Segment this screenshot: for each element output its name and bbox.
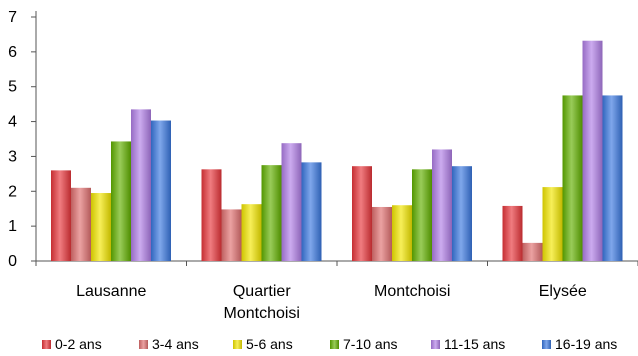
bar	[301, 162, 322, 261]
legend-item: 16-19 ans	[542, 334, 617, 354]
legend-item: 11-15 ans	[431, 334, 505, 354]
legend-label: 5-6 ans	[246, 336, 293, 352]
legend-item: 7-10 ans	[330, 334, 397, 354]
x-tick-label: Quartier Montchoisi	[224, 283, 300, 322]
bar	[352, 166, 372, 261]
legend-swatch	[233, 339, 242, 349]
bar	[562, 95, 583, 261]
legend-label: 16-19 ans	[555, 336, 618, 352]
legend-swatch	[42, 339, 51, 349]
y-tick-label: 0	[8, 253, 17, 270]
bar	[372, 206, 392, 261]
y-tick-label: 2	[8, 183, 17, 200]
legend-swatch	[542, 339, 551, 349]
tick-labels: 0 1 2 3 4 5 6 7 Lausanne Quartier Montchoisi Montch…	[8, 9, 587, 322]
bar	[522, 242, 543, 261]
bar	[582, 40, 603, 262]
bar	[432, 149, 452, 261]
bar	[602, 95, 623, 261]
bar	[412, 169, 432, 261]
bar	[71, 187, 91, 261]
bar	[131, 109, 151, 261]
legend-label: 0-2 ans	[55, 336, 102, 352]
bar	[221, 209, 242, 261]
legend: 0-2 ans 3-4 ans 5-6 ans 7-10 ans 11-15 ans 16…	[0, 334, 638, 354]
x-tick-label: Elysée	[539, 283, 587, 300]
bar	[241, 204, 262, 261]
bar	[542, 187, 563, 261]
bar	[502, 205, 523, 261]
legend-item: 5-6 ans	[233, 334, 293, 354]
legend-swatch	[431, 339, 440, 349]
y-tick-label: 3	[8, 148, 17, 165]
legend-label: 11-15 ans	[444, 336, 506, 352]
y-tick-label: 6	[8, 44, 17, 61]
bar	[392, 205, 412, 261]
x-tick-label: Montchoisi	[374, 283, 450, 300]
bar	[201, 169, 222, 261]
y-tick-label: 4	[8, 114, 17, 131]
bar	[51, 170, 71, 261]
legend-label: 3-4 ans	[152, 336, 199, 352]
y-tick-label: 7	[8, 9, 17, 26]
legend-swatch	[330, 339, 339, 349]
legend-label: 7-10 ans	[343, 336, 398, 352]
bar	[261, 165, 282, 261]
legend-swatch	[139, 339, 148, 349]
bar	[151, 120, 171, 261]
y-tick-label: 1	[8, 218, 17, 235]
bar	[111, 141, 131, 261]
legend-item: 3-4 ans	[139, 334, 199, 354]
bar	[452, 166, 472, 261]
legend-item: 0-2 ans	[42, 334, 102, 354]
bars	[51, 40, 623, 262]
x-tick-label: Lausanne	[76, 283, 146, 300]
y-tick-label: 5	[8, 79, 17, 96]
bar	[281, 143, 302, 261]
bar	[91, 193, 111, 261]
